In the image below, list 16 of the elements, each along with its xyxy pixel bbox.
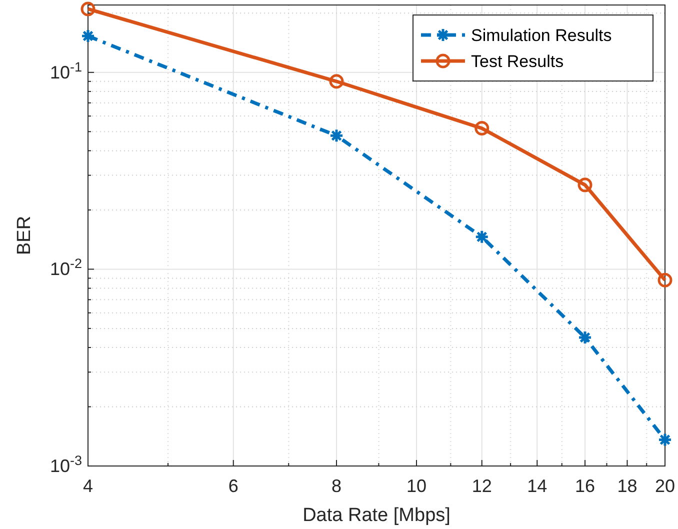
legend-label: Simulation Results xyxy=(471,26,612,45)
legend-label: Test Results xyxy=(471,52,564,71)
x-tick-label: 4 xyxy=(82,476,94,496)
y-tick-label: 10$^{-2}$ xyxy=(50,256,82,280)
x-tick-label: 14 xyxy=(527,476,548,496)
y-tick-label: 10$^{-1}$ xyxy=(50,58,82,82)
x-tick-label: 12 xyxy=(472,476,492,496)
x-tick-label: 10 xyxy=(406,476,427,496)
x-tick-label: 8 xyxy=(331,476,342,496)
x-tick-label: 6 xyxy=(228,476,238,496)
x-tick-label: 20 xyxy=(654,476,676,496)
y-tick-label: 10$^{-3}$ xyxy=(50,452,82,476)
y-axis-title: BER xyxy=(14,216,35,256)
x-tick-label: 16 xyxy=(574,476,596,496)
x-tick-label: 18 xyxy=(617,476,638,496)
x-axis-title: Data Rate [Mbps] xyxy=(302,505,450,526)
